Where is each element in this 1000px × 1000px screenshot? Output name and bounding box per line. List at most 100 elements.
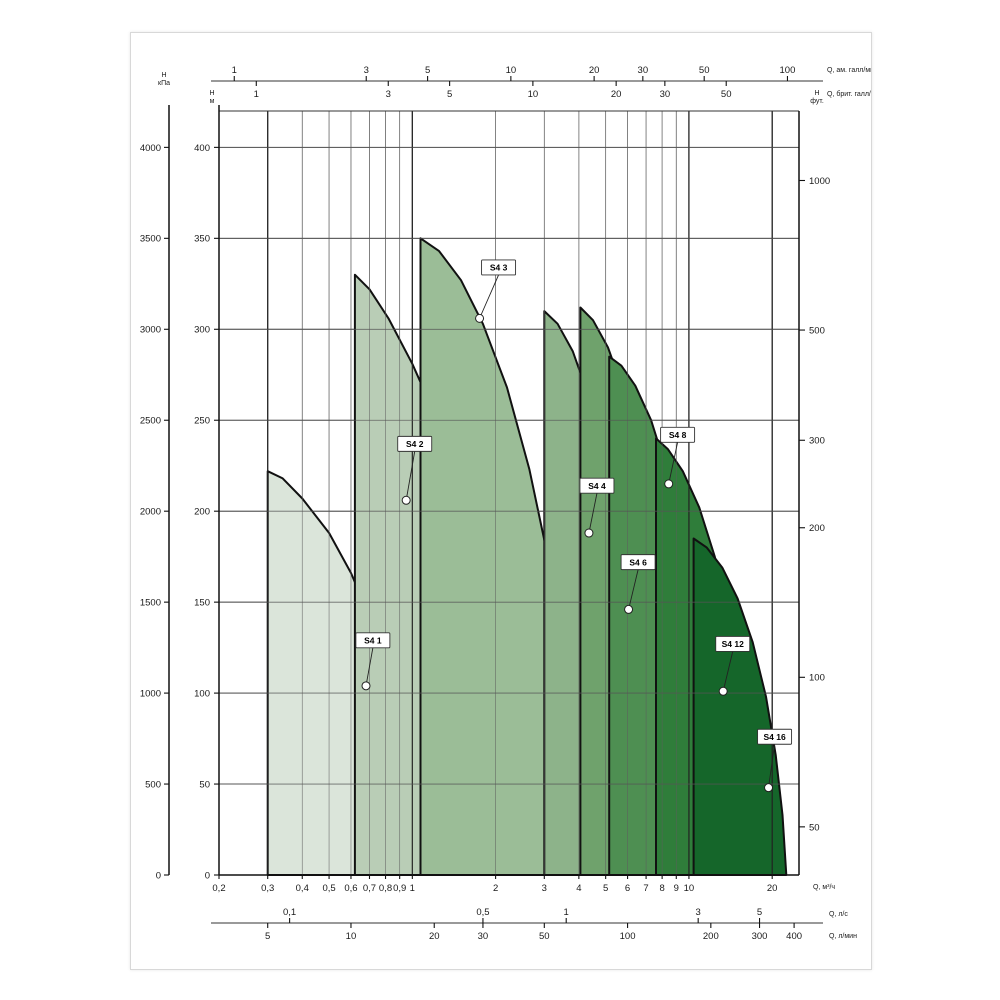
leader-line-s4-2 xyxy=(405,451,416,501)
x-axis-ls-label: Q, л/с xyxy=(829,911,848,918)
y-ticklabel-kpa-1500: 1500 xyxy=(140,598,161,609)
x-ticklabel-usgpm-4: 20 xyxy=(589,65,600,76)
x-axis-lmin-label: Q, л/мин xyxy=(829,933,857,940)
curve-label-s4-1: S4 1 xyxy=(364,636,382,646)
x-ticklabel-m3h-17: 10 xyxy=(684,883,695,894)
x-ticklabel-m3h-5: 0,7 xyxy=(363,883,376,894)
x-ticklabel-ukgpm-4: 20 xyxy=(611,89,622,100)
y-axis-kpa-symbol: H xyxy=(161,72,166,79)
x-ticklabel-m3h-8: 1 xyxy=(410,883,415,894)
y-axis-feet-symbol: H xyxy=(814,90,819,97)
callout-box-s4-12[interactable] xyxy=(715,636,751,652)
x-ticklabel-m3h-16: 9 xyxy=(674,883,679,894)
x-ticklabel-m3h-11: 4 xyxy=(576,883,581,894)
callout-box-s4-4[interactable] xyxy=(579,477,615,494)
y-ticklabel-ft-200: 200 xyxy=(809,523,825,534)
y-ticklabel-m-400: 400 xyxy=(194,143,210,154)
x-ticklabel-m3h-15: 8 xyxy=(659,883,664,894)
y-ticklabel-m-150: 150 xyxy=(194,598,210,609)
x-ticklabel-m3h-10: 3 xyxy=(542,883,547,894)
y-ticklabel-kpa-1000: 1000 xyxy=(140,688,161,699)
curve-label-s4-8: S4 8 xyxy=(669,430,687,440)
x-ticklabel-ls-3: 3 xyxy=(696,907,701,918)
y-ticklabel-m-350: 350 xyxy=(194,234,210,245)
leader-line-s4-16 xyxy=(768,744,776,788)
leader-line-s4-12 xyxy=(722,651,734,692)
marker-point-s4-4[interactable] xyxy=(584,528,594,538)
y-ticklabel-kpa-3500: 3500 xyxy=(140,234,161,245)
x-ticklabel-usgpm-2: 5 xyxy=(425,65,430,76)
marker-point-s4-1[interactable] xyxy=(361,681,371,691)
x-ticklabel-m3h-3: 0,5 xyxy=(322,883,335,894)
callout-box-s4-8[interactable] xyxy=(660,426,696,443)
x-ticklabel-usgpm-0: 1 xyxy=(232,65,237,76)
x-ticklabel-m3h-2: 0,4 xyxy=(296,883,309,894)
x-ticklabel-ukgpm-5: 30 xyxy=(660,89,671,100)
leader-line-s4-3 xyxy=(479,274,499,319)
x-ticklabel-ls-1: 0,5 xyxy=(476,907,489,918)
x-ticklabel-ukgpm-6: 50 xyxy=(721,89,732,100)
x-ticklabel-lmin-5: 100 xyxy=(620,931,636,942)
marker-point-s4-3[interactable] xyxy=(475,313,485,323)
x-ticklabel-m3h-0: 0,2 xyxy=(212,883,225,894)
y-ticklabel-kpa-0: 0 xyxy=(156,870,161,881)
y-ticklabel-kpa-500: 500 xyxy=(145,779,161,790)
chart-frame: S4 1 S4 2 S4 3 S4 4 S4 6 S4 8 S4 12 S4 16 0 50 100… xyxy=(130,32,872,970)
x-ticklabel-usgpm-7: 100 xyxy=(780,65,796,76)
x-ticklabel-usgpm-1: 3 xyxy=(364,65,369,76)
y-ticklabel-ft-300: 300 xyxy=(809,436,825,447)
curve-label-s4-16: S4 16 xyxy=(763,732,785,742)
x-ticklabel-lmin-1: 10 xyxy=(346,931,357,942)
callout-box-s4-2[interactable] xyxy=(397,435,433,452)
y-axis-meters-unit: м xyxy=(210,98,215,105)
y-ticklabel-kpa-2000: 2000 xyxy=(140,507,161,518)
x-ticklabel-ukgpm-3: 10 xyxy=(528,89,539,100)
x-ticklabel-ls-2: 1 xyxy=(564,907,569,918)
callout-box-s4-1[interactable] xyxy=(355,632,391,649)
callout-box-s4-16[interactable] xyxy=(757,728,793,745)
curve-label-s4-3: S4 3 xyxy=(490,263,508,273)
curve-label-s4-2: S4 2 xyxy=(406,439,424,449)
curve-label-s4-12: S4 12 xyxy=(722,639,744,649)
y-ticklabel-ft-500: 500 xyxy=(809,325,825,336)
x-ticklabel-ukgpm-1: 3 xyxy=(386,89,391,100)
x-axis-ukgpm-label: Q, брит. галл/мин xyxy=(827,90,871,98)
x-axis-usgpm-label: Q, ам. галл/мин xyxy=(827,67,871,74)
leader-line-s4-1 xyxy=(365,647,374,686)
leader-line-s4-6 xyxy=(628,569,639,610)
marker-point-s4-16[interactable] xyxy=(764,783,774,793)
x-ticklabel-m3h-4: 0,6 xyxy=(344,883,357,894)
marker-point-s4-8[interactable] xyxy=(664,479,674,489)
y-ticklabel-kpa-4000: 4000 xyxy=(140,143,161,154)
y-ticklabel-m-250: 250 xyxy=(194,416,210,427)
leader-line-s4-8 xyxy=(668,442,679,484)
marker-point-s4-2[interactable] xyxy=(401,495,411,505)
callout-box-s4-6[interactable] xyxy=(620,554,656,571)
x-ticklabel-lmin-7: 300 xyxy=(752,931,768,942)
x-ticklabel-ukgpm-0: 1 xyxy=(254,89,259,100)
marker-point-s4-6[interactable] xyxy=(624,604,634,614)
marker-point-s4-12[interactable] xyxy=(718,686,728,696)
x-ticklabel-m3h-6: 0,8 xyxy=(379,883,392,894)
x-ticklabel-m3h-9: 2 xyxy=(493,883,498,894)
y-axis-kpa-unit: кПа xyxy=(158,80,170,87)
y-ticklabel-ft-50: 50 xyxy=(809,822,820,833)
x-ticklabel-lmin-6: 200 xyxy=(703,931,719,942)
x-ticklabel-ukgpm-2: 5 xyxy=(447,89,452,100)
x-ticklabel-usgpm-6: 50 xyxy=(699,65,710,76)
callout-box-s4-3[interactable] xyxy=(481,259,517,276)
x-ticklabel-lmin-4: 50 xyxy=(539,931,550,942)
y-ticklabel-kpa-3000: 3000 xyxy=(140,325,161,336)
curve-label-s4-6: S4 6 xyxy=(629,557,647,567)
y-axis-feet-unit: фут. xyxy=(810,98,824,105)
y-axis-meters-symbol: H xyxy=(209,90,214,97)
x-ticklabel-m3h-7: 0,9 xyxy=(393,883,406,894)
y-ticklabel-m-200: 200 xyxy=(194,507,210,518)
envelope-s4-16[interactable] xyxy=(692,537,788,876)
leader-line-s4-4 xyxy=(588,493,598,534)
y-ticklabel-ft-1000: 1000 xyxy=(809,176,830,187)
x-ticklabel-lmin-2: 20 xyxy=(429,931,440,942)
x-ticklabel-m3h-1: 0,3 xyxy=(261,883,274,894)
